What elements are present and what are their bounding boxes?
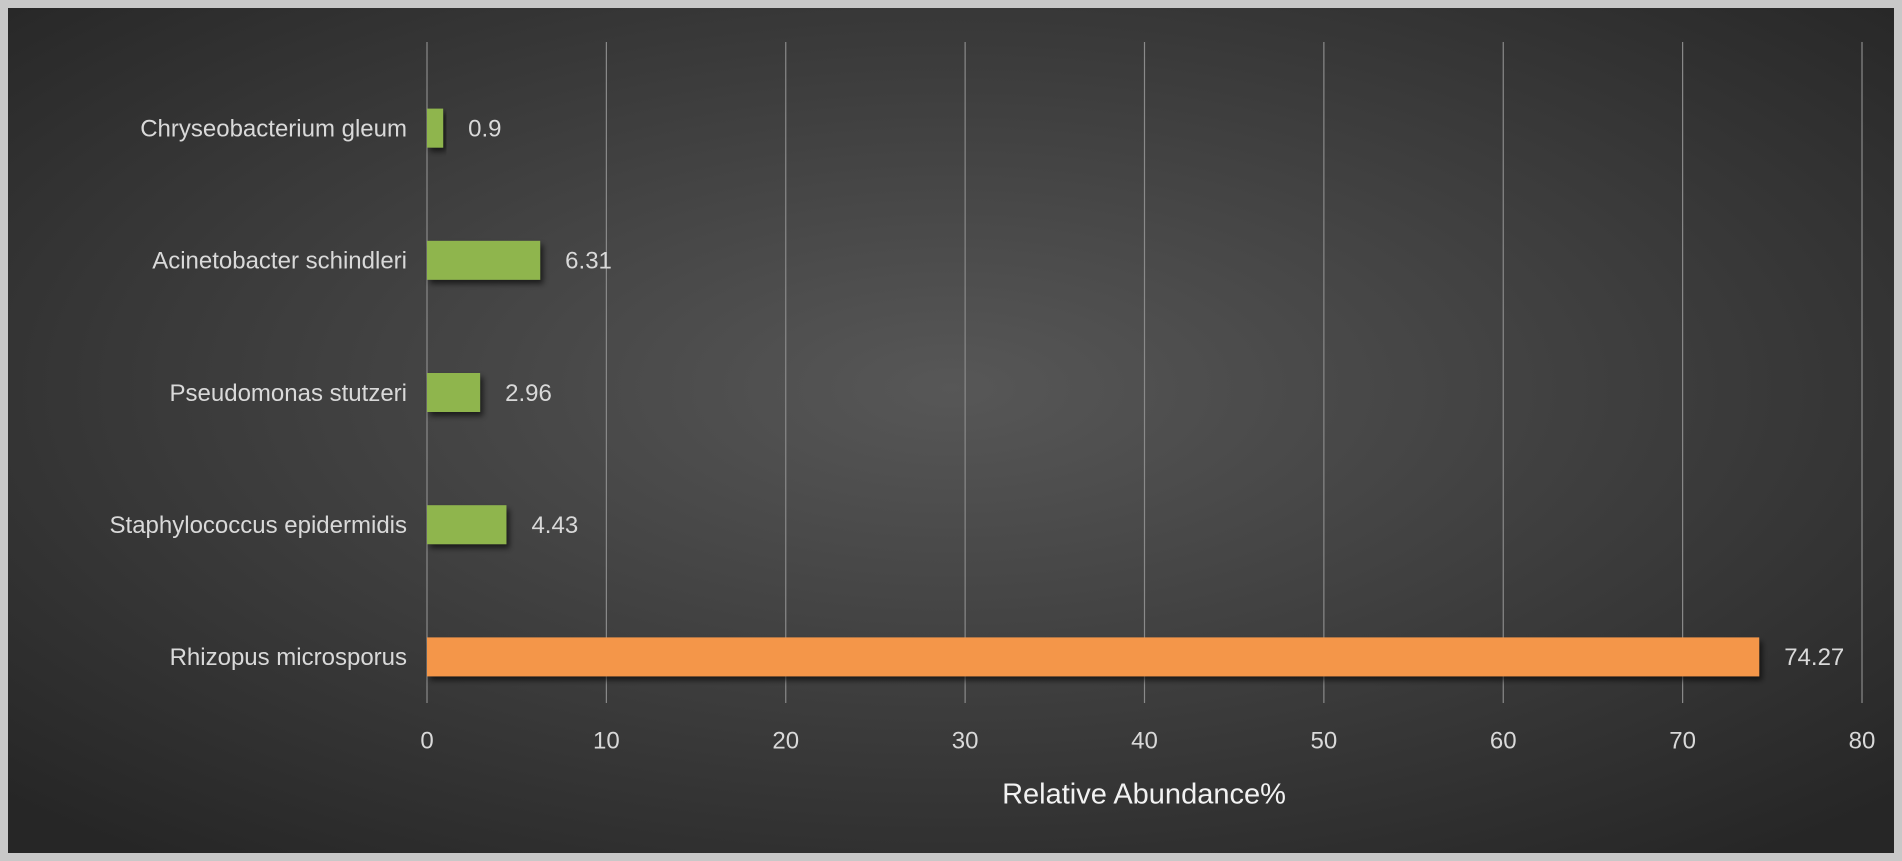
x-tick-label: 80 (1849, 727, 1876, 754)
y-tick-label: Staphylococcus epidermidis (110, 512, 407, 539)
x-tick-label: 40 (1131, 727, 1158, 754)
x-tick-label: 60 (1490, 727, 1517, 754)
x-axis-title: Relative Abundance% (1002, 779, 1286, 811)
x-tick-label: 20 (772, 727, 799, 754)
x-tick-label: 30 (952, 727, 979, 754)
bar (427, 108, 444, 148)
y-tick-label: Pseudomonas stutzeri (170, 380, 407, 407)
y-tick-label: Rhizopus microsporus (170, 644, 407, 671)
bar (427, 373, 481, 412)
data-label: 0.9 (468, 115, 501, 142)
bar (427, 637, 1760, 677)
data-label: 4.43 (531, 512, 578, 539)
data-label: 6.31 (565, 248, 612, 275)
y-tick-label: Acinetobacter schindleri (152, 248, 407, 275)
bar (427, 240, 541, 280)
x-tick-label: 70 (1669, 727, 1696, 754)
data-label: 74.27 (1784, 644, 1844, 671)
data-label: 2.96 (505, 380, 552, 407)
bar (427, 505, 507, 545)
y-tick-label: Chryseobacterium gleum (140, 115, 407, 142)
chart-background (8, 8, 1894, 853)
x-tick-label: 0 (420, 727, 433, 754)
x-tick-label: 10 (593, 727, 620, 754)
x-tick-label: 50 (1311, 727, 1338, 754)
